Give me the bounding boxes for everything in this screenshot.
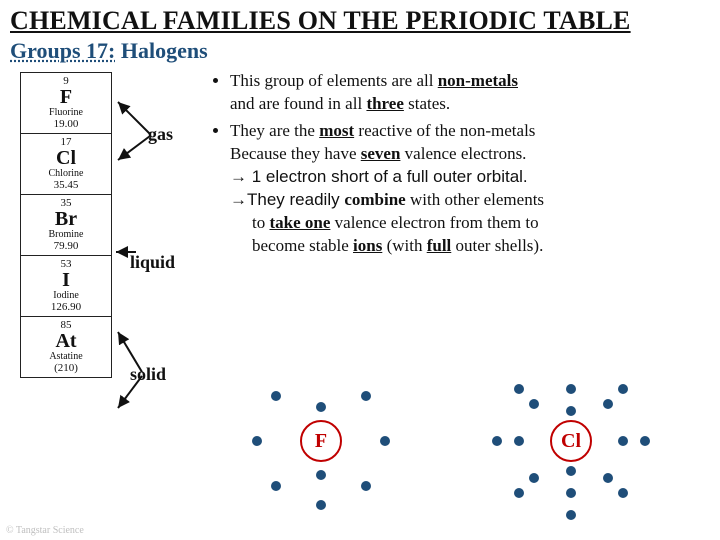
pt-cell: 53 I Iodine 126.90 [21,255,111,316]
text: outer shells). [451,236,543,255]
atomic-mass: (210) [21,362,111,374]
text: states. [404,94,450,113]
text: reactive of the non-metals [354,121,535,140]
electron [529,399,539,409]
arrow-gas-icon [112,92,154,166]
electron [640,436,650,446]
element-symbol: F [21,87,111,107]
element-symbol: Br [21,209,111,229]
arrow-solid-icon [112,322,148,414]
electron [566,406,576,416]
electron [529,473,539,483]
page-title: CHEMICAL FAMILIES ON THE PERIODIC TABLE [0,0,720,36]
electron [271,391,281,401]
text: (with [382,236,426,255]
text: with other elements [406,190,544,209]
electron [316,402,326,412]
electron [380,436,390,446]
pt-cell: 85 At Astatine (210) [21,316,111,377]
electron [316,470,326,480]
electron [514,384,524,394]
electron [252,436,262,446]
element-symbol: I [21,270,111,290]
content-area: 9 F Fluorine 19.00 17 Cl Chlorine 35.45 … [0,64,720,534]
nucleus-cl: Cl [550,420,592,462]
keyword: three [366,94,403,113]
element-symbol: Cl [21,148,111,168]
credit-text: © Tangstar Science [6,525,84,536]
electron [271,481,281,491]
arrow-liquid-icon [112,242,140,262]
text: →They readily [230,190,344,209]
keyword: full [427,236,452,255]
electron [514,488,524,498]
text: → 1 electron short of a full outer orbit… [230,167,528,186]
nucleus-f: F [300,420,342,462]
pt-cell: 9 F Fluorine 19.00 [21,73,111,133]
atom-f: F [230,360,410,520]
atomic-mass: 35.45 [21,179,111,191]
element-name: Bromine [21,229,111,240]
electron [492,436,502,446]
electron [566,466,576,476]
electron [566,384,576,394]
subtitle-name: Halogens [121,38,208,63]
keyword: seven [361,144,401,163]
electron [316,500,326,510]
electron [618,436,628,446]
electron [618,384,628,394]
keyword: ions [353,236,382,255]
bullet-item: They are the most reactive of the non-me… [230,120,710,258]
page-subtitle: Groups 17: Halogens [0,36,720,64]
pt-cell: 35 Br Bromine 79.90 [21,194,111,255]
element-name: Astatine [21,351,111,362]
atom-diagrams: F Cl [230,360,700,520]
electron [514,436,524,446]
subtitle-groups: Groups 17: [10,38,115,63]
text: valence electrons. [400,144,526,163]
bullet-list: This group of elements are all non-metal… [210,70,710,262]
electron [566,488,576,498]
pt-cell: 17 Cl Chlorine 35.45 [21,133,111,194]
keyword: combine [344,190,405,209]
text: valence electron from them to [330,213,538,232]
keyword: take one [269,213,330,232]
atomic-mass: 126.90 [21,301,111,313]
text: and are found in all [230,94,366,113]
electron [603,473,613,483]
atomic-mass: 19.00 [21,118,111,130]
electron [618,488,628,498]
electron [566,510,576,520]
element-name: Chlorine [21,168,111,179]
text: This group of elements are all [230,71,438,90]
text: Because they have [230,144,361,163]
element-symbol: At [21,331,111,351]
bullet-item: This group of elements are all non-metal… [230,70,710,116]
text: become stable [252,236,353,255]
atomic-mass: 79.90 [21,240,111,252]
element-name: Iodine [21,290,111,301]
keyword: non-metals [438,71,518,90]
electron [361,481,371,491]
atom-cl: Cl [480,360,660,520]
text: to [252,213,269,232]
text: They are the [230,121,319,140]
keyword: most [319,121,354,140]
electron [361,391,371,401]
periodic-column: 9 F Fluorine 19.00 17 Cl Chlorine 35.45 … [20,72,112,378]
slide-root: CHEMICAL FAMILIES ON THE PERIODIC TABLE … [0,0,720,540]
electron [603,399,613,409]
element-name: Fluorine [21,107,111,118]
